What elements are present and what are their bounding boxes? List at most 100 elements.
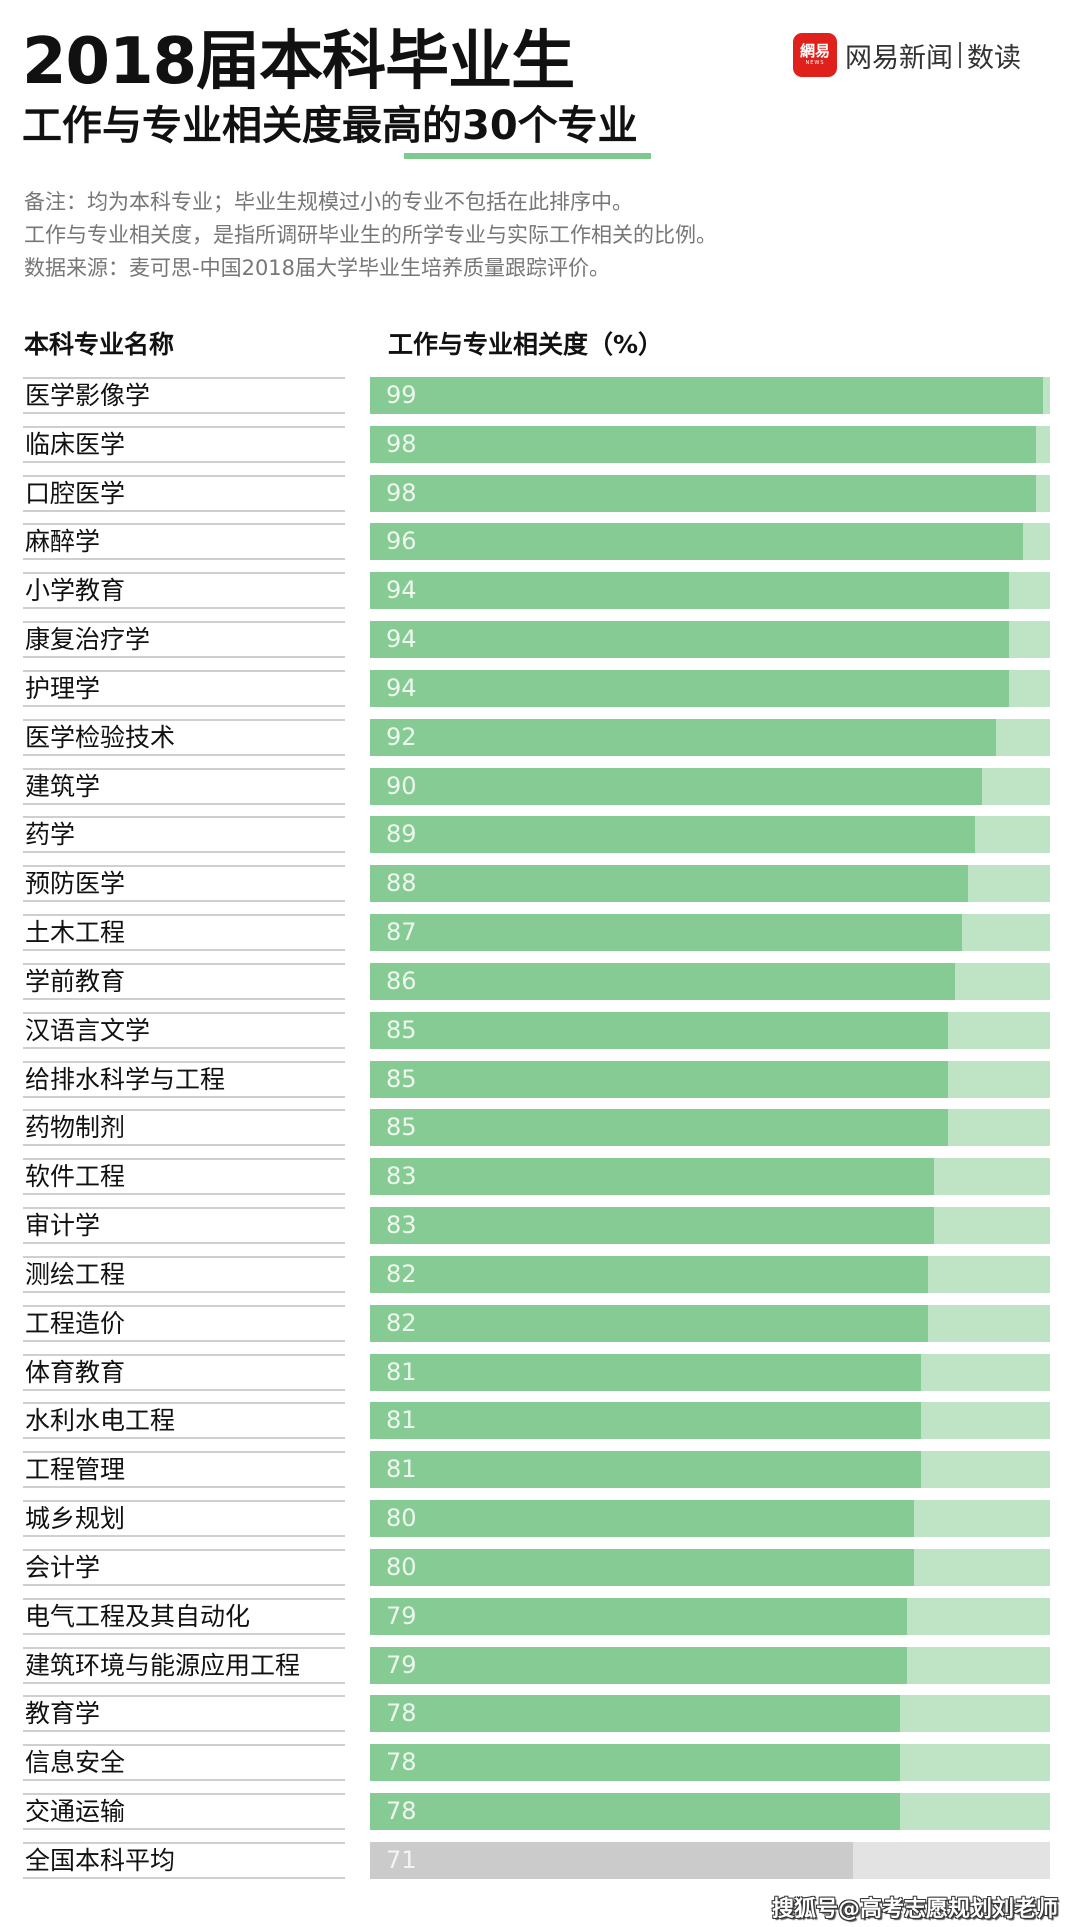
- chart-row: 城乡规划 80: [0, 1500, 1080, 1537]
- major-name: 医学检验技术: [23, 719, 345, 756]
- major-name: 城乡规划: [23, 1500, 345, 1537]
- column-header-name: 本科专业名称: [24, 330, 175, 359]
- bar-track: 98: [370, 426, 1050, 463]
- bar-fill: [370, 670, 1010, 707]
- brand-badge-text: 網易: [799, 42, 830, 60]
- bar-track: 94: [370, 621, 1050, 658]
- bar-track: 87: [370, 914, 1050, 951]
- bar-value: 85: [386, 1113, 417, 1141]
- bar-track: 81: [370, 1451, 1050, 1488]
- bar-track: 83: [370, 1207, 1050, 1244]
- bar-value: 94: [386, 576, 417, 604]
- bar-value: 81: [386, 1358, 417, 1386]
- major-name: 麻醉学: [23, 523, 345, 560]
- bar-fill: [370, 719, 996, 756]
- bar-value: 80: [386, 1504, 417, 1532]
- bar-fill: [370, 1744, 901, 1781]
- chart-row: 给排水科学与工程 85: [0, 1061, 1080, 1098]
- bar-fill: [370, 1354, 921, 1391]
- major-name: 教育学: [23, 1695, 345, 1732]
- bar-track: 90: [370, 768, 1050, 805]
- average-row: 全国本科平均 71: [0, 1842, 1080, 1879]
- major-name: 全国本科平均: [23, 1842, 345, 1879]
- bar-value: 98: [386, 430, 417, 458]
- major-name: 信息安全: [23, 1744, 345, 1781]
- bar-fill: [370, 1549, 914, 1586]
- bar-value: 90: [386, 772, 417, 800]
- bar-value: 82: [386, 1260, 417, 1288]
- note-remark: 备注：均为本科专业；毕业生规模过小的专业不包括在此排序中。: [24, 190, 633, 214]
- bar-value: 81: [386, 1406, 417, 1434]
- bar-fill: [370, 914, 962, 951]
- chart-row: 医学影像学 99: [0, 377, 1080, 414]
- bar-fill: [370, 963, 955, 1000]
- bar-fill: [370, 1061, 948, 1098]
- bar-value: 81: [386, 1455, 417, 1483]
- major-name: 护理学: [23, 670, 345, 707]
- bar-track: 83: [370, 1158, 1050, 1195]
- note-source: 数据来源：麦可思-中国2018届大学毕业生培养质量跟踪评价。: [24, 256, 611, 280]
- major-name: 测绘工程: [23, 1256, 345, 1293]
- major-name: 医学影像学: [23, 377, 345, 414]
- bar-value: 85: [386, 1016, 417, 1044]
- major-name: 给排水科学与工程: [23, 1061, 345, 1098]
- bar-value: 88: [386, 869, 417, 897]
- major-name: 药学: [23, 816, 345, 853]
- bar-fill: [370, 1256, 928, 1293]
- bar-track: 82: [370, 1256, 1050, 1293]
- bar-track: 80: [370, 1549, 1050, 1586]
- bar-track: 78: [370, 1793, 1050, 1830]
- bar-value: 71: [386, 1846, 417, 1874]
- bar-fill: [370, 377, 1044, 414]
- brand-badge-sub: NEWS: [805, 60, 825, 66]
- bar-value: 78: [386, 1797, 417, 1825]
- chart-subtitle: 工作与专业相关度最高的30个专业: [22, 103, 638, 149]
- bar-fill: [370, 1695, 901, 1732]
- chart-row: 小学教育 94: [0, 572, 1080, 609]
- bar-track: 85: [370, 1061, 1050, 1098]
- major-name: 会计学: [23, 1549, 345, 1586]
- bar-fill: [370, 1402, 921, 1439]
- bar-track: 85: [370, 1012, 1050, 1049]
- chart-row: 汉语言文学 85: [0, 1012, 1080, 1049]
- bar-fill: [370, 1598, 908, 1635]
- chart-row: 信息安全 78: [0, 1744, 1080, 1781]
- bar-fill: [370, 1842, 853, 1879]
- chart-row: 审计学 83: [0, 1207, 1080, 1244]
- chart-row: 药物制剂 85: [0, 1109, 1080, 1146]
- bar-track: 94: [370, 670, 1050, 707]
- bar-value: 87: [386, 918, 417, 946]
- chart-row: 临床医学 98: [0, 426, 1080, 463]
- chart-row: 药学 89: [0, 816, 1080, 853]
- major-name: 电气工程及其自动化: [23, 1598, 345, 1635]
- bar-value: 82: [386, 1309, 417, 1337]
- chart-row: 交通运输 78: [0, 1793, 1080, 1830]
- bar-track: 92: [370, 719, 1050, 756]
- bar-value: 86: [386, 967, 417, 995]
- chart-row: 体育教育 81: [0, 1354, 1080, 1391]
- chart-row: 康复治疗学 94: [0, 621, 1080, 658]
- bar-fill: [370, 816, 976, 853]
- major-name: 审计学: [23, 1207, 345, 1244]
- chart-title: 2018届本科毕业生: [22, 25, 575, 99]
- bar-value: 92: [386, 723, 417, 751]
- bar-value: 94: [386, 625, 417, 653]
- bar-fill: [370, 572, 1010, 609]
- chart-row: 水利水电工程 81: [0, 1402, 1080, 1439]
- bar-fill: [370, 523, 1023, 560]
- bar-fill: [370, 865, 969, 902]
- brand-divider: [959, 42, 961, 68]
- chart-row: 土木工程 87: [0, 914, 1080, 951]
- bar-value: 96: [386, 527, 417, 555]
- bar-fill: [370, 768, 982, 805]
- chart-row: 软件工程 83: [0, 1158, 1080, 1195]
- column-header-value: 工作与专业相关度（%）: [388, 330, 664, 359]
- major-name: 康复治疗学: [23, 621, 345, 658]
- bar-track: 86: [370, 963, 1050, 1000]
- bar-fill: [370, 1158, 935, 1195]
- bar-fill: [370, 1793, 901, 1830]
- bar-fill: [370, 475, 1037, 512]
- major-name: 工程管理: [23, 1451, 345, 1488]
- bar-track: 79: [370, 1647, 1050, 1684]
- major-name: 建筑学: [23, 768, 345, 805]
